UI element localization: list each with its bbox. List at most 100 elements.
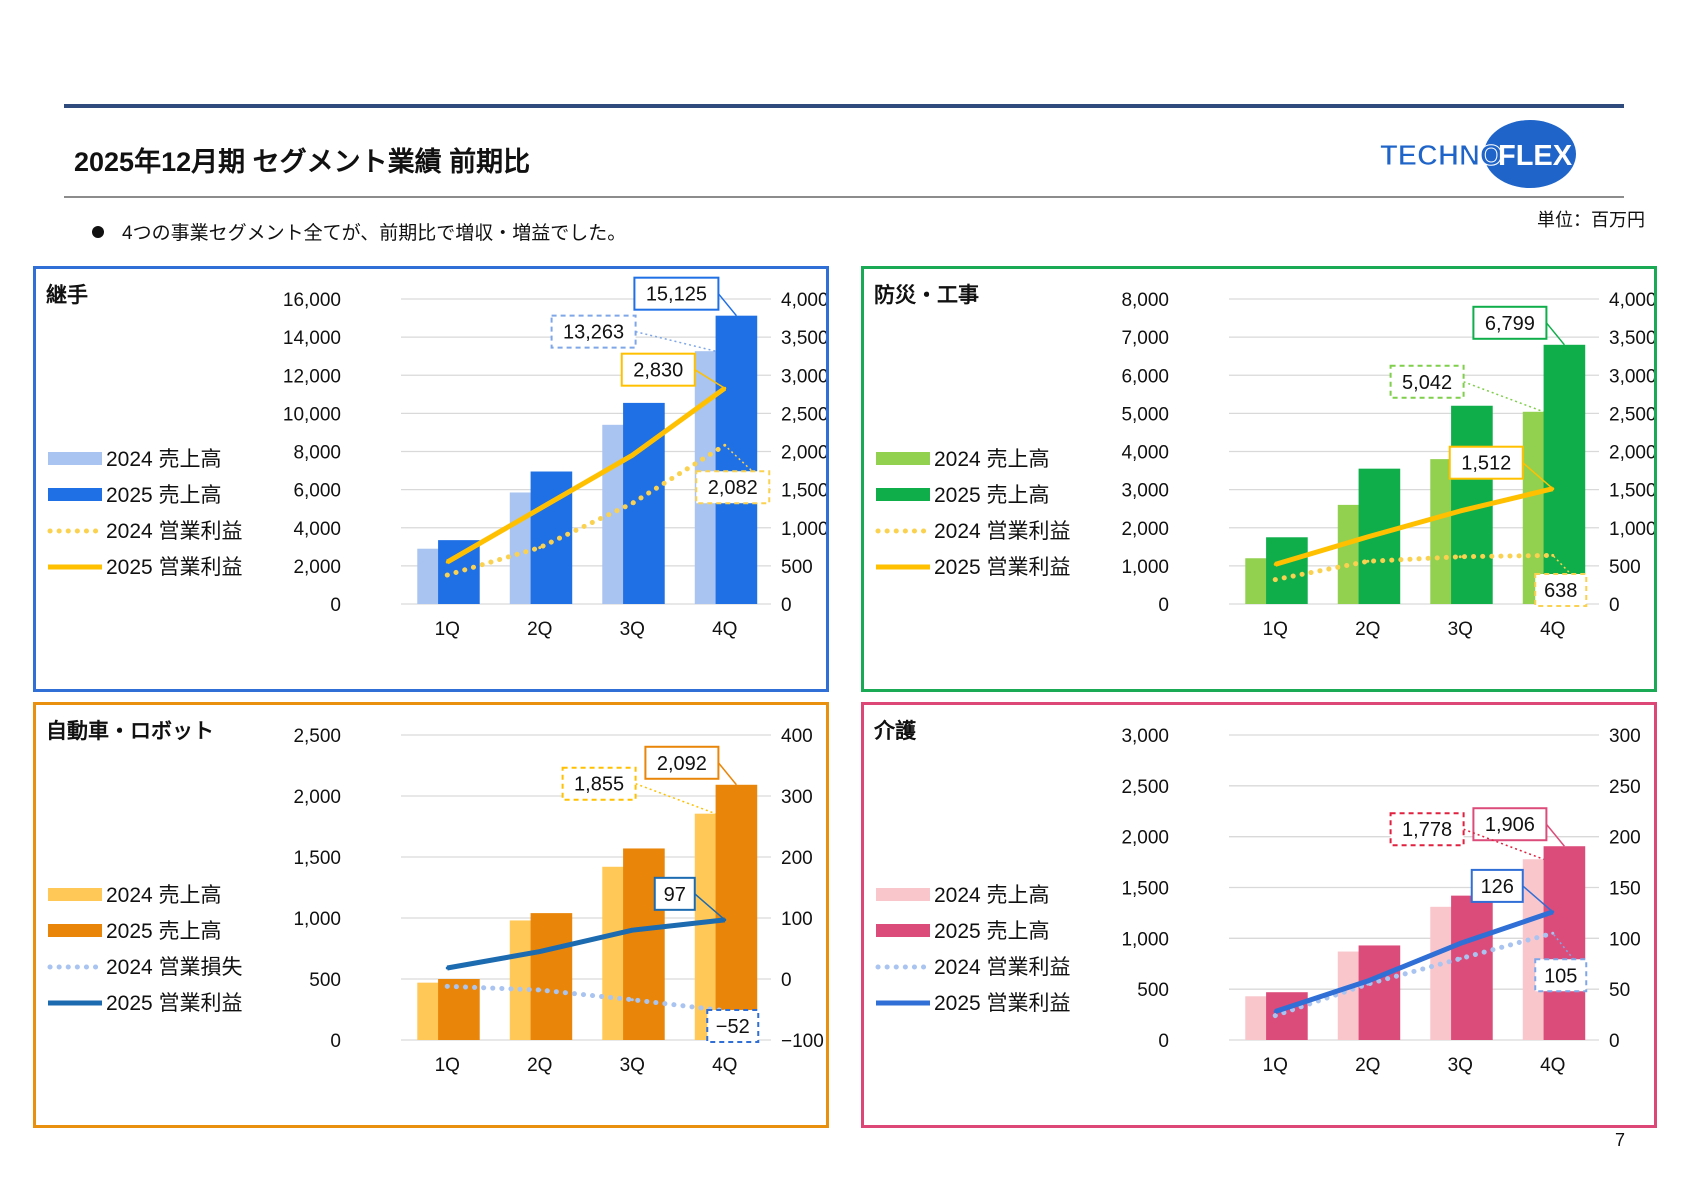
chart-title: 防災・工事 (874, 284, 979, 307)
data-label: 6,799 (1485, 313, 1535, 335)
callout-box (620, 352, 696, 387)
y-left-tick-label: 2,500 (293, 726, 341, 747)
x-tick-label: 3Q (1448, 619, 1473, 640)
y-right-tick-label: 200 (1609, 828, 1641, 849)
bullet-dot-icon (92, 225, 104, 238)
x-tick-label: 2Q (527, 1055, 552, 1076)
callout-box (550, 314, 637, 349)
y-left-tick-label: 5,000 (1121, 404, 1169, 425)
series-line-dotted (444, 442, 728, 578)
data-label: 105 (1544, 965, 1577, 987)
line-point (1273, 1010, 1277, 1014)
line-point (630, 501, 634, 505)
series-line-dotted (444, 983, 728, 1014)
y-left-tick-label: 2,500 (1121, 777, 1169, 798)
y-right-tick-label: 3,500 (1609, 328, 1654, 349)
y-right-tick-label: 0 (781, 595, 792, 616)
y-left-tick-label: 500 (1137, 980, 1169, 1001)
callout-box (644, 745, 720, 780)
technoflex-logo: TECHNO FLEX (1380, 120, 1576, 188)
y-left-tick-label: 8,000 (293, 443, 341, 464)
line-point (1458, 509, 1462, 513)
x-tick-label: 3Q (620, 1055, 645, 1076)
bar (715, 784, 758, 1040)
line-point (630, 928, 634, 932)
legend-swatch (876, 488, 930, 501)
line-point (445, 966, 449, 970)
callout-leader (717, 762, 737, 786)
y-right-tick-label: 0 (1609, 1031, 1620, 1052)
x-tick-label: 4Q (712, 619, 737, 640)
legend-label: 2024 営業利益 (934, 520, 1071, 543)
summary-text: 4つの事業セグメント全てが、前期比で増収・増益でした。 (122, 223, 627, 244)
chart-disaster: 8,000 4,000 7,000 3,500 6,000 3,000 5,000 2,500… (875, 290, 1654, 640)
data-label: 1,855 (574, 774, 624, 796)
legend-label: 2024 営業利益 (934, 956, 1071, 979)
x-tick-label: 3Q (1448, 1055, 1473, 1076)
legend-label: 2024 売上高 (934, 884, 1050, 907)
line-point (1551, 931, 1555, 935)
bar (1543, 344, 1586, 604)
line-point (1458, 957, 1462, 961)
x-tick-label: 1Q (435, 1055, 460, 1076)
line-point (1458, 555, 1462, 559)
chart-title: 自動車・ロボット (46, 720, 214, 743)
legend-label: 2025 営業利益 (934, 556, 1071, 579)
bar (1543, 846, 1586, 1040)
y-left-tick-label: 500 (309, 970, 341, 991)
y-left-tick-label: 0 (330, 1031, 341, 1052)
data-label: −52 (716, 1016, 750, 1038)
y-left-tick-label: 0 (330, 595, 341, 616)
line-point (445, 560, 449, 564)
callout-leader (717, 293, 737, 317)
line-point (1273, 1014, 1277, 1018)
callout-leader (1545, 322, 1565, 346)
data-label: 15,125 (646, 284, 707, 306)
line-point (630, 998, 634, 1002)
y-left-tick-label: 1,000 (1121, 557, 1169, 578)
line-point (445, 573, 449, 577)
y-right-tick-label: 100 (1609, 929, 1641, 950)
y-right-tick-label: 300 (781, 787, 813, 808)
callout-box (633, 276, 720, 311)
callout-box (1448, 445, 1524, 480)
line-point (1551, 553, 1555, 557)
y-right-tick-label: 0 (1609, 595, 1620, 616)
y-left-tick-label: 14,000 (283, 328, 341, 349)
y-left-tick-label: 3,000 (1121, 726, 1169, 747)
y-right-tick-label: 2,500 (781, 404, 826, 425)
y-right-tick-label: 50 (1609, 980, 1630, 1001)
legend-label: 2024 売上高 (106, 448, 222, 471)
data-label: 97 (664, 884, 686, 906)
x-tick-label: 4Q (712, 1055, 737, 1076)
callout-leader (1522, 462, 1554, 490)
y-right-tick-label: 1,500 (1609, 481, 1654, 502)
chart-auto: 2,500 400 2,000 300 1,500 200 1,000 100 500 0 0 −10… (47, 726, 824, 1076)
header-rule (64, 104, 1624, 108)
chart-panel-auto: 自動車・ロボット 2,500 400 2,000 300 1,500 200 1,000 10… (33, 702, 829, 1128)
chart-panel-disaster: 防災・工事 8,000 4,000 7,000 3,500 6,000 3,000 5,00… (861, 266, 1657, 692)
bar (1451, 895, 1493, 1040)
chart-title: 継手 (46, 284, 88, 307)
chart-joint: 16,000 4,000 14,000 3,500 12,000 3,000 10,000 2… (47, 276, 826, 640)
x-tick-label: 3Q (620, 619, 645, 640)
bar (1266, 537, 1308, 604)
series-line-dotted (1272, 930, 1556, 1019)
y-right-tick-label: 4,000 (1609, 290, 1654, 311)
legend-label: 2025 売上高 (934, 484, 1050, 507)
bar (1266, 992, 1308, 1040)
callout-leader (1552, 932, 1587, 976)
series-line-solid (1274, 486, 1554, 567)
y-left-tick-label: 6,000 (293, 481, 341, 502)
legend-swatch (48, 924, 102, 937)
y-right-tick-label: 4,000 (781, 290, 826, 311)
bar (1358, 945, 1401, 1040)
y-right-tick-label: 150 (1609, 879, 1641, 900)
legend-label: 2025 売上高 (106, 920, 222, 943)
y-right-tick-label: 3,500 (781, 328, 826, 349)
legend-label: 2025 営業利益 (106, 992, 243, 1015)
bar (623, 402, 665, 604)
callout-leader (694, 893, 726, 921)
y-left-tick-label: 3,000 (1121, 481, 1169, 502)
x-tick-label: 1Q (1263, 619, 1288, 640)
